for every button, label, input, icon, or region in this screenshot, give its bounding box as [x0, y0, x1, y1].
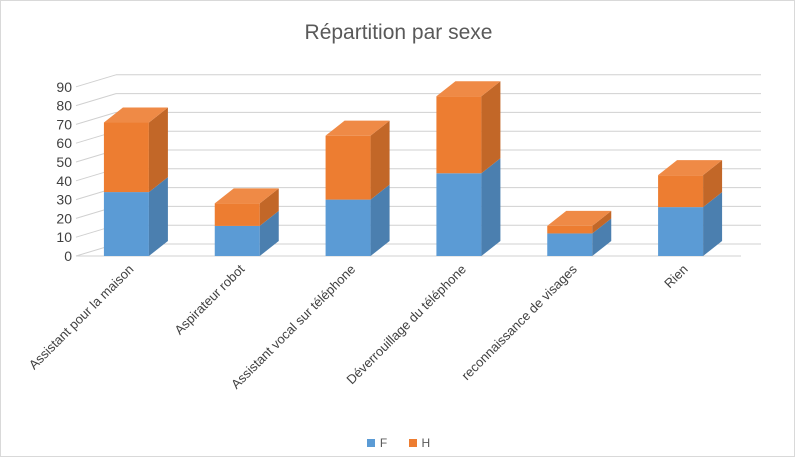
y-tick-label: 0	[64, 248, 72, 264]
bar-h	[325, 135, 371, 200]
y-tick-label: 20	[56, 210, 72, 226]
y-tick-label: 50	[56, 154, 72, 170]
bar-h	[436, 96, 482, 174]
bar-top-h	[436, 81, 501, 97]
bar-side-f	[481, 158, 501, 256]
bar-f	[103, 192, 149, 256]
bar-f	[547, 233, 593, 256]
x-tick-label: reconnaissance de visages	[458, 261, 580, 383]
bar-side-f	[148, 177, 168, 256]
chart-legend: F H	[1, 436, 795, 450]
bar-side-f	[592, 218, 612, 256]
legend-label-h: H	[421, 436, 431, 450]
y-tick-label: 60	[56, 135, 72, 151]
x-tick-label: Aspirateur robot	[171, 261, 247, 337]
bar-side-f	[259, 210, 279, 256]
bar-top-h	[103, 107, 168, 123]
y-tick-label: 10	[56, 229, 72, 245]
x-tick-label: Déverrouillage du téléphone	[343, 262, 469, 388]
gridline-side	[75, 111, 117, 125]
bar-top-h	[214, 188, 279, 204]
y-tick-label: 30	[56, 192, 72, 208]
legend-swatch-f	[366, 439, 375, 447]
bar-side-f	[703, 192, 723, 256]
bar-top-h	[658, 160, 723, 176]
gridline-side	[75, 93, 117, 107]
bar-side-h	[259, 188, 279, 226]
bar-top-h	[547, 210, 612, 226]
bar-side-h	[703, 160, 723, 208]
bar-h	[214, 203, 260, 226]
bar-f	[436, 173, 482, 256]
legend-swatch-h	[408, 439, 417, 447]
bar-f	[214, 225, 260, 256]
bar-top-h	[325, 120, 390, 136]
legend-label-f: F	[379, 436, 388, 450]
bar-h	[658, 175, 704, 208]
gridline-side	[75, 74, 117, 88]
bar-h	[103, 122, 149, 193]
legend-item-f: F	[366, 436, 388, 450]
x-tick-label: Assistant pour la maison	[26, 262, 137, 373]
bar-side-f	[370, 184, 390, 256]
chart-title: Répartition par sexe	[304, 21, 493, 44]
bar-h	[547, 225, 593, 234]
bar-side-h	[481, 81, 501, 174]
y-tick-label: 90	[56, 79, 72, 95]
bar-side-h	[148, 107, 168, 193]
bar-side-h	[370, 120, 390, 200]
bar-side-h	[592, 210, 612, 234]
y-tick-label: 40	[56, 173, 72, 189]
legend-item-h: H	[408, 436, 431, 450]
y-tick-label: 70	[56, 116, 72, 132]
x-tick-label: Rien	[661, 262, 691, 292]
y-tick-label: 80	[56, 98, 72, 114]
bar-f	[658, 207, 704, 256]
x-tick-label: Assistant vocal sur téléphone	[228, 262, 358, 392]
bar-f	[325, 199, 371, 256]
